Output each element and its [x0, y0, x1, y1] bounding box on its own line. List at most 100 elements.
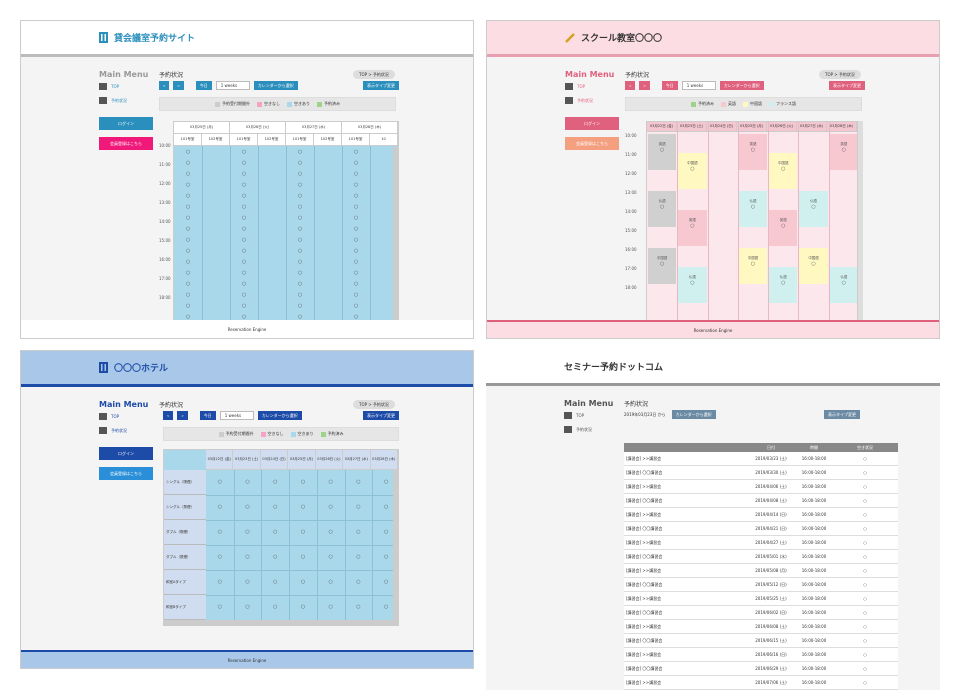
nav-top[interactable]: TOP — [99, 413, 119, 420]
slot-available[interactable]: ○ — [241, 226, 247, 232]
list-item[interactable]: [講習会] >>講習会 2019/07/06 (土) 16:00-18:00 ○ — [624, 676, 898, 690]
list-item[interactable]: [講習会] 〇〇講習会 2019/06/15 (土) 16:00-18:00 ○ — [624, 634, 898, 648]
list-item[interactable]: [講習会] 〇〇講習会 2019/06/29 (土) 16:00-18:00 ○ — [624, 662, 898, 676]
lesson-slot[interactable]: 中国語 ○ — [648, 248, 677, 284]
list-item[interactable]: [講習会] >>講習会 2019/04/06 (土) 16:00-18:00 ○ — [624, 480, 898, 494]
slot-available[interactable]: ○ — [297, 149, 303, 155]
slot-available[interactable]: ○ — [297, 226, 303, 232]
calendar-select-button[interactable]: カレンダーから選択 — [671, 410, 716, 419]
slot-available[interactable]: ○ — [241, 281, 247, 287]
slot-available[interactable]: ○ — [353, 281, 359, 287]
slot-available[interactable]: ○ — [297, 303, 303, 309]
slot-available[interactable]: ○ — [383, 579, 389, 585]
calendar-select-button[interactable]: カレンダーから選択 — [253, 81, 298, 90]
slot-available[interactable]: ○ — [356, 554, 361, 560]
login-button[interactable]: ログイン — [99, 117, 153, 130]
lesson-slot[interactable]: 中国語 ○ — [738, 248, 768, 284]
slot-available[interactable]: ○ — [245, 504, 250, 510]
nav-top[interactable]: TOP — [564, 412, 584, 419]
lesson-slot[interactable]: 仏語 ○ — [678, 267, 707, 303]
slot-available[interactable]: ○ — [241, 259, 247, 265]
slot-available[interactable]: ○ — [245, 529, 250, 535]
today-button[interactable]: 今日 — [661, 81, 678, 90]
slot-available[interactable]: ○ — [300, 579, 306, 585]
lesson-slot[interactable]: 英語 ○ — [738, 134, 768, 170]
range-select[interactable]: 1 weeks — [681, 81, 716, 90]
slot-available[interactable]: ○ — [356, 504, 361, 510]
slot-available[interactable]: ○ — [353, 292, 359, 298]
slot-available[interactable]: ○ — [383, 504, 389, 510]
slot-available[interactable]: ○ — [297, 193, 303, 199]
lesson-slot[interactable]: 中国語 ○ — [799, 248, 828, 284]
slot-available[interactable]: ○ — [241, 270, 247, 276]
display-type-button[interactable]: 表示タイプ変更 — [829, 81, 865, 90]
list-item[interactable]: [講習会] >>講習会 2019/04/27 (土) 16:00-18:00 ○ — [624, 536, 898, 550]
slot-available[interactable]: ○ — [297, 259, 303, 265]
nav-status[interactable]: 予約状況 — [99, 97, 127, 104]
today-button[interactable]: 今日 — [195, 81, 212, 90]
list-item[interactable]: [講習会] 〇〇講習会 2019/04/21 (日) 16:00-18:00 ○ — [624, 522, 898, 536]
slot-available[interactable]: ○ — [185, 171, 191, 177]
nav-top[interactable]: TOP — [99, 83, 119, 90]
list-item[interactable]: [講習会] >>講習会 2019/06/08 (土) 16:00-18:00 ○ — [624, 620, 898, 634]
display-type-button[interactable]: 表示タイプ変更 — [363, 81, 399, 90]
slot-available[interactable]: ○ — [241, 215, 247, 221]
display-type-button[interactable]: 表示タイプ変更 — [824, 410, 860, 419]
display-type-button[interactable]: 表示タイプ変更 — [363, 411, 399, 420]
slot-available[interactable]: ○ — [245, 604, 250, 610]
slot-available[interactable]: ○ — [185, 160, 191, 166]
slot-available[interactable]: ○ — [273, 479, 278, 485]
register-button[interactable]: 会員登録はこちら — [99, 137, 153, 150]
slot-available[interactable]: ○ — [328, 604, 333, 610]
today-button[interactable]: 今日 — [199, 411, 216, 420]
slot-available[interactable]: ○ — [185, 314, 191, 320]
slot-available[interactable]: ○ — [241, 314, 247, 320]
slot-available[interactable]: ○ — [353, 204, 359, 210]
slot-available[interactable]: ○ — [353, 259, 359, 265]
slot-available[interactable]: ○ — [185, 292, 191, 298]
slot-available[interactable]: ○ — [273, 604, 278, 610]
next-button[interactable]: > — [639, 81, 650, 90]
slot-available[interactable]: ○ — [245, 554, 250, 560]
list-item[interactable]: [講習会] 〇〇講習会 2019/04/08 (土) 16:00-18:00 ○ — [624, 494, 898, 508]
list-item[interactable]: [講習会] 〇〇講習会 2019/05/12 (日) 16:00-18:00 ○ — [624, 578, 898, 592]
slot-available[interactable]: ○ — [297, 248, 303, 254]
slot-available[interactable]: ○ — [300, 479, 306, 485]
slot-available[interactable]: ○ — [297, 237, 303, 243]
slot-available[interactable]: ○ — [297, 292, 303, 298]
slot-available[interactable]: ○ — [353, 160, 359, 166]
slot-available[interactable]: ○ — [185, 204, 191, 210]
list-item[interactable]: [講習会] 〇〇講習会 2019/06/02 (日) 16:00-18:00 ○ — [624, 606, 898, 620]
slot-available[interactable]: ○ — [353, 193, 359, 199]
slot-available[interactable]: ○ — [297, 314, 303, 320]
slot-available[interactable]: ○ — [241, 237, 247, 243]
slot-available[interactable]: ○ — [241, 160, 247, 166]
slot-available[interactable]: ○ — [297, 160, 303, 166]
slot-available[interactable]: ○ — [185, 281, 191, 287]
lesson-slot[interactable]: 仏語 ○ — [738, 191, 768, 227]
slot-available[interactable]: ○ — [297, 171, 303, 177]
slot-available[interactable]: ○ — [185, 182, 191, 188]
slot-available[interactable]: ○ — [185, 237, 191, 243]
slot-available[interactable]: ○ — [241, 303, 247, 309]
slot-available[interactable]: ○ — [300, 529, 306, 535]
slot-available[interactable]: ○ — [273, 529, 278, 535]
slot-available[interactable]: ○ — [383, 604, 389, 610]
slot-available[interactable]: ○ — [353, 303, 359, 309]
slot-available[interactable]: ○ — [300, 504, 306, 510]
slot-available[interactable]: ○ — [273, 579, 278, 585]
slot-available[interactable]: ○ — [185, 149, 191, 155]
slot-available[interactable]: ○ — [353, 270, 359, 276]
slot-available[interactable]: ○ — [353, 226, 359, 232]
list-item[interactable]: [講習会] >>講習会 2019/03/23 (土) 16:00-18:00 ○ — [624, 452, 898, 466]
register-button[interactable]: 会員登録はこちら — [565, 137, 619, 150]
list-item[interactable]: [講習会] 〇〇講習会 2019/05/01 (水) 16:00-18:00 ○ — [624, 550, 898, 564]
slot-available[interactable]: ○ — [185, 303, 191, 309]
nav-status[interactable]: 予約状況 — [99, 427, 127, 434]
lesson-slot[interactable]: 英語 ○ — [829, 134, 857, 170]
slot-available[interactable]: ○ — [297, 270, 303, 276]
login-button[interactable]: ログイン — [565, 117, 619, 130]
slot-available[interactable]: ○ — [328, 504, 333, 510]
range-select[interactable]: 1 weeks — [215, 81, 250, 90]
slot-available[interactable]: ○ — [353, 237, 359, 243]
